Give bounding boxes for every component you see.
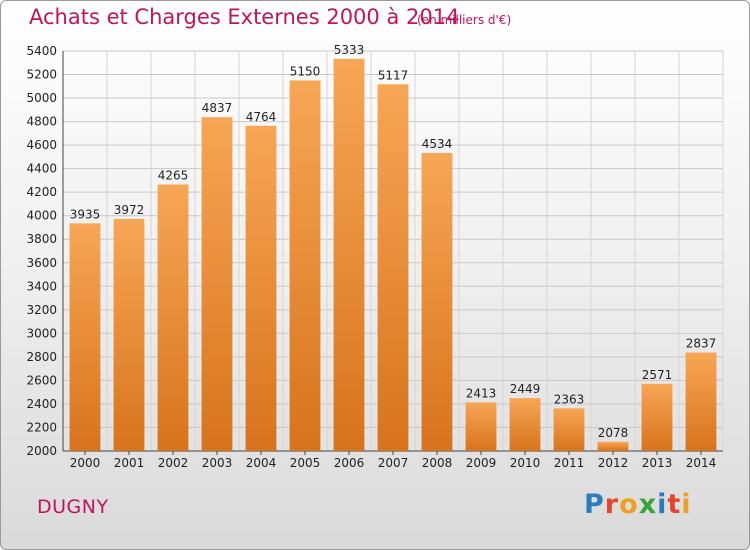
y-tick-label: 2400 — [26, 397, 57, 411]
logo-letter: t — [667, 489, 682, 520]
chart-title: Achats et Charges Externes 2000 à 2014 — [29, 5, 460, 29]
proxiti-logo: Proxiti — [584, 489, 692, 520]
logo-letter: o — [619, 489, 639, 520]
y-tick-label: 3000 — [26, 326, 57, 340]
bar-value-label: 2837 — [686, 337, 717, 351]
y-tick-label: 4800 — [26, 115, 57, 129]
commune-name: DUGNY — [37, 496, 109, 518]
x-tick-label: 2009 — [466, 456, 497, 470]
y-tick-label: 3200 — [26, 303, 57, 317]
bar-value-label: 4534 — [422, 137, 453, 151]
logo-letter: i — [681, 489, 692, 520]
y-tick-label: 4200 — [26, 185, 57, 199]
logo-letter: x — [638, 489, 658, 520]
bar — [685, 352, 717, 451]
y-tick-label: 4000 — [26, 209, 57, 223]
bar-value-label: 2571 — [642, 368, 673, 382]
bar-value-label: 3972 — [114, 203, 145, 217]
bar-value-label: 2363 — [554, 392, 585, 406]
logo-letter: i — [657, 489, 668, 520]
y-tick-label: 3400 — [26, 279, 57, 293]
bar — [333, 58, 365, 451]
x-tick-label: 2008 — [422, 456, 453, 470]
x-tick-label: 2006 — [334, 456, 365, 470]
x-tick-label: 2001 — [114, 456, 145, 470]
bar-value-label: 5150 — [290, 64, 321, 78]
x-tick-label: 2013 — [642, 456, 673, 470]
x-tick-label: 2010 — [510, 456, 541, 470]
bar — [245, 125, 277, 451]
bar — [597, 441, 629, 451]
x-tick-label: 2014 — [686, 456, 717, 470]
y-tick-label: 4600 — [26, 138, 57, 152]
bar — [509, 398, 541, 451]
bar-value-label: 4764 — [246, 110, 277, 124]
logo-letter: r — [604, 489, 620, 520]
bar — [377, 84, 409, 451]
bar — [289, 80, 321, 451]
logo-letter: P — [584, 489, 605, 520]
bar — [421, 152, 453, 451]
x-tick-label: 2004 — [246, 456, 277, 470]
bar-value-label: 5117 — [378, 68, 409, 82]
x-tick-label: 2007 — [378, 456, 409, 470]
bar-value-label: 4837 — [202, 101, 233, 115]
y-tick-label: 5400 — [26, 44, 57, 58]
y-tick-label: 4400 — [26, 162, 57, 176]
bar-value-label: 2413 — [466, 386, 497, 400]
bar — [157, 184, 189, 451]
y-tick-label: 5000 — [26, 91, 57, 105]
bar — [201, 117, 233, 451]
y-tick-label: 3800 — [26, 232, 57, 246]
y-tick-label: 2200 — [26, 420, 57, 434]
bar-value-label: 2449 — [510, 382, 541, 396]
bar — [69, 223, 101, 451]
x-tick-label: 2002 — [158, 456, 189, 470]
bar — [553, 408, 585, 451]
bar-value-label: 3935 — [70, 207, 101, 221]
y-tick-label: 2000 — [26, 444, 57, 458]
x-tick-label: 2012 — [598, 456, 629, 470]
chart-subtitle: (en milliers d'€) — [417, 13, 512, 27]
x-tick-label: 2003 — [202, 456, 233, 470]
bar-value-label: 2078 — [598, 426, 629, 440]
y-tick-label: 3600 — [26, 256, 57, 270]
x-tick-label: 2005 — [290, 456, 321, 470]
x-tick-label: 2000 — [70, 456, 101, 470]
bar — [465, 402, 497, 451]
bar — [641, 383, 673, 451]
y-tick-label: 2800 — [26, 350, 57, 364]
bar-value-label: 5333 — [334, 43, 365, 57]
x-tick-label: 2011 — [554, 456, 585, 470]
y-tick-label: 2600 — [26, 373, 57, 387]
y-tick-label: 5200 — [26, 68, 57, 82]
bar-value-label: 4265 — [158, 169, 189, 183]
bar — [113, 219, 145, 451]
